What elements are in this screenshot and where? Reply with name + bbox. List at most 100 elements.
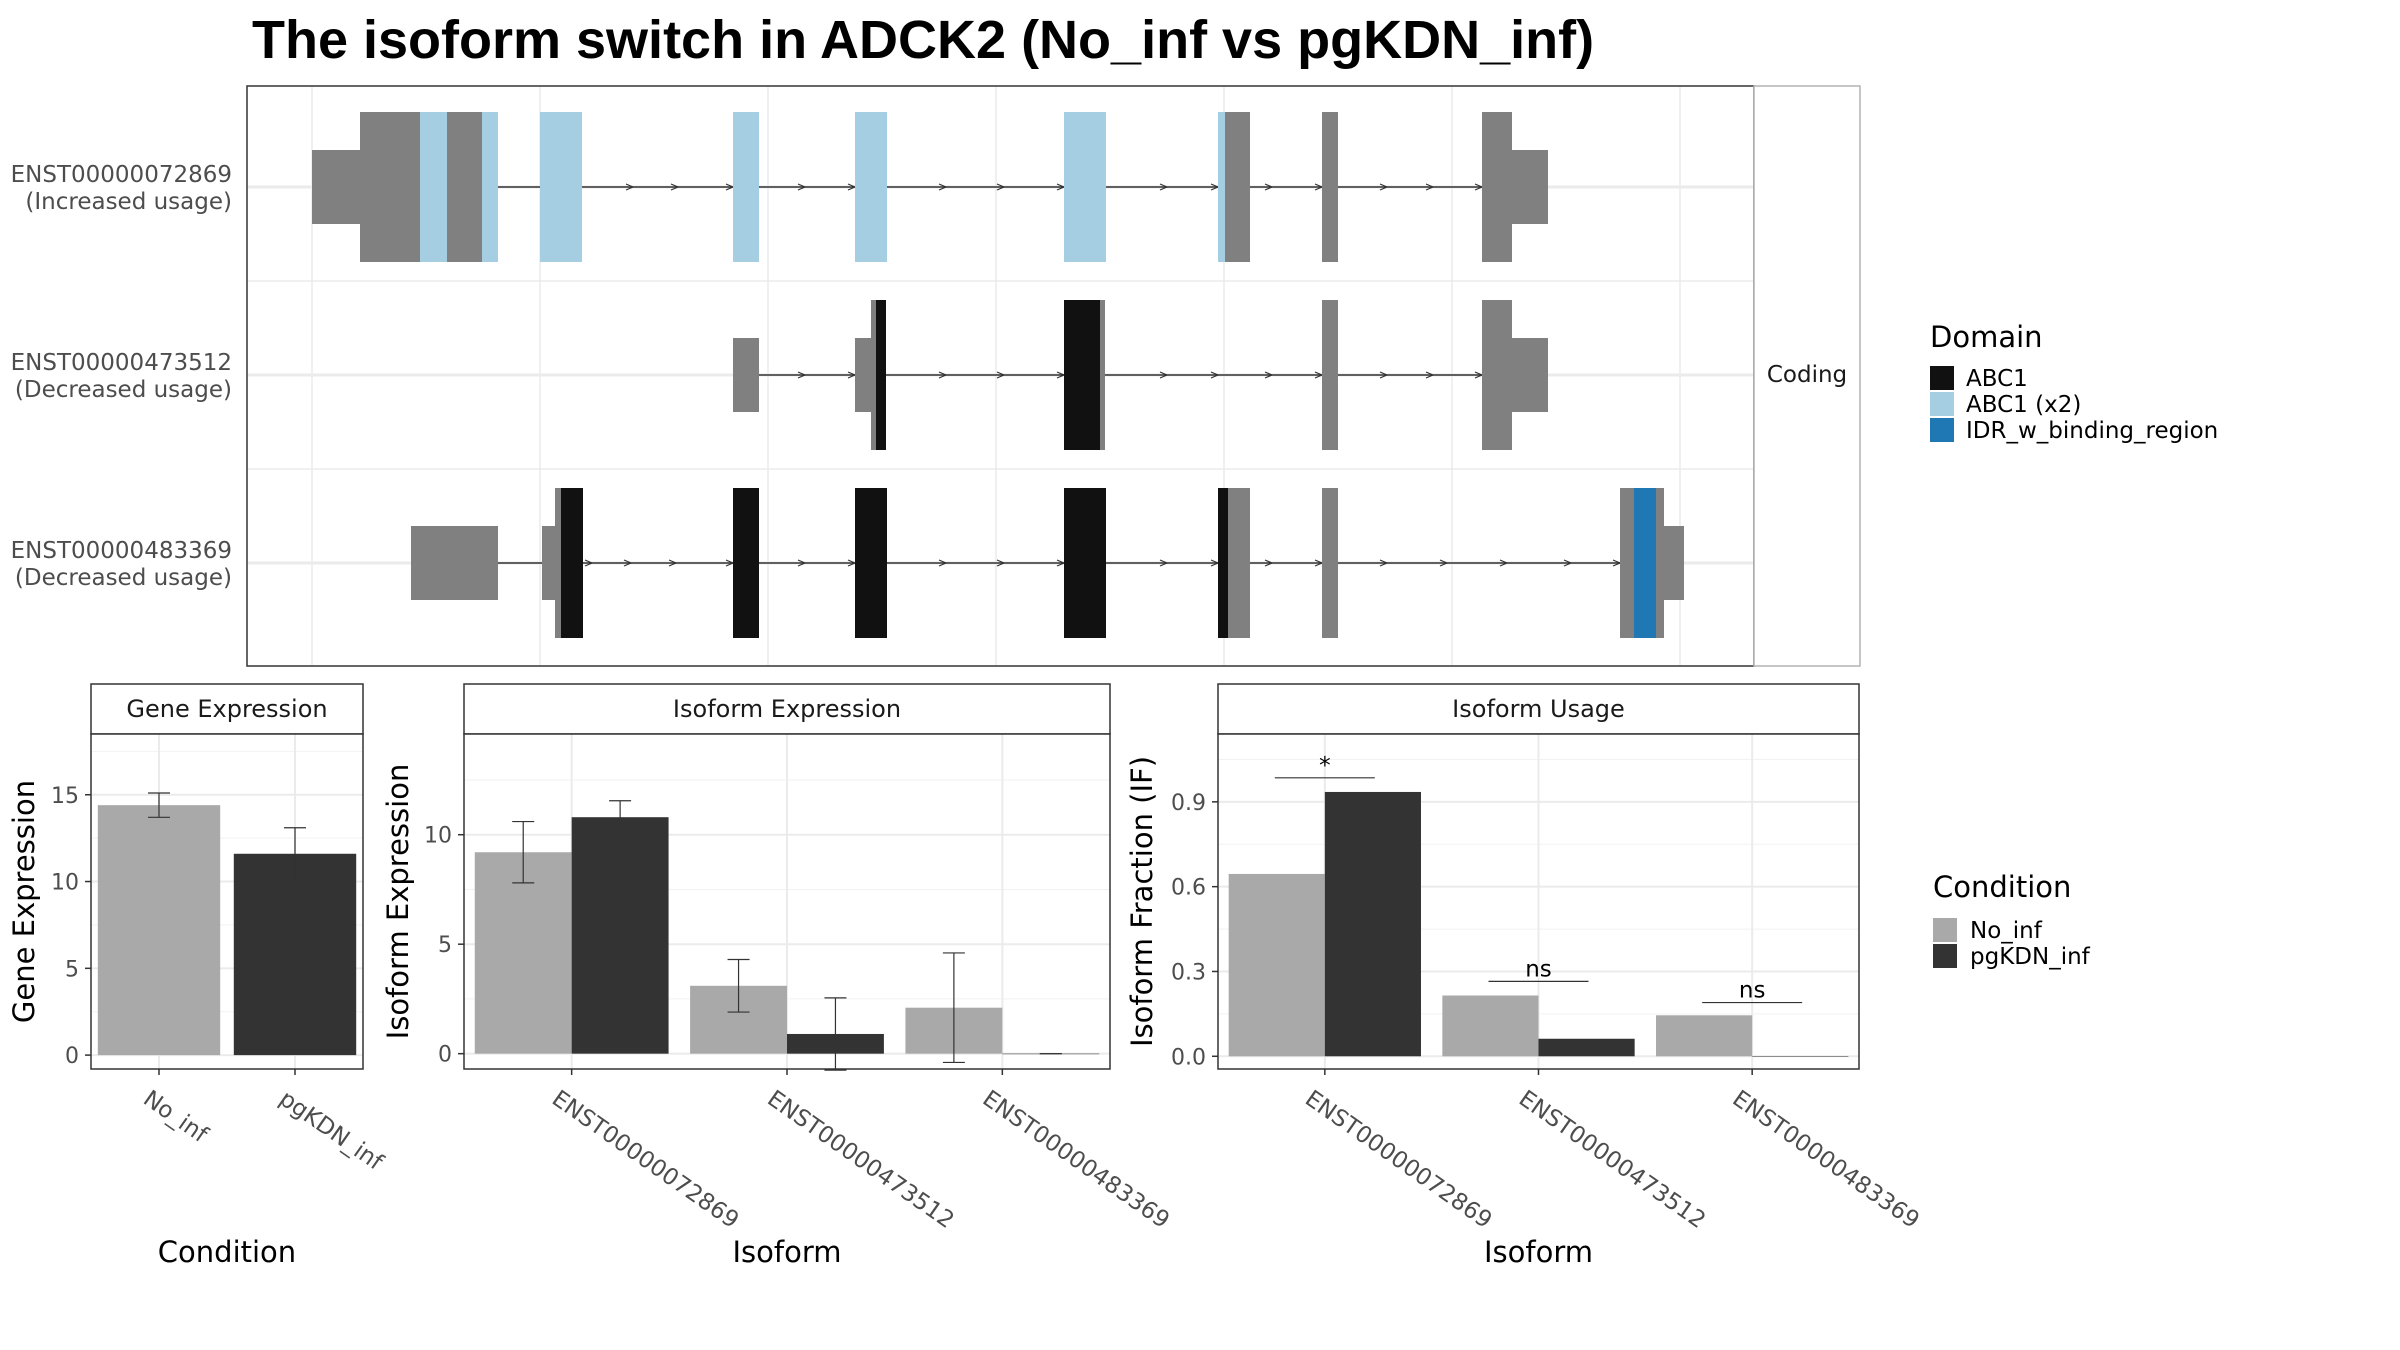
intron-direction-arrow — [996, 183, 1006, 191]
isoform-track-3 — [411, 488, 1684, 638]
exon-block — [871, 300, 876, 450]
intron-direction-arrow — [670, 183, 680, 191]
isoform-track-1 — [312, 112, 1548, 262]
y-tick-label: 0 — [65, 1044, 79, 1069]
legend-swatch-no-inf — [1933, 918, 1957, 942]
domain-legend: Domain ABC1 ABC1 (x2) IDR_w_binding_regi… — [1930, 320, 2218, 444]
y-axis-title: Isoform Fraction (IF) — [1125, 756, 1159, 1047]
isoform-label-2-usage: (Decreased usage) — [15, 377, 232, 403]
y-tick-label: 5 — [65, 957, 79, 982]
bar-no-inf — [97, 805, 221, 1056]
intron-direction-arrow — [1264, 183, 1274, 191]
facet-title: Isoform Usage — [1452, 695, 1625, 723]
significance-label: ns — [1525, 956, 1552, 982]
exon-block — [555, 488, 561, 638]
legend-label-no-inf: No_inf — [1970, 918, 2043, 944]
significance-label: ns — [1739, 978, 1766, 1004]
intron-direction-arrow — [938, 371, 948, 379]
x-tick-label: ENST00000072869 — [547, 1086, 743, 1234]
domain-block-abc1-x2 — [540, 112, 582, 262]
y-axis-title: Gene Expression — [7, 780, 41, 1023]
exon-block — [1322, 300, 1338, 450]
intron-direction-arrow — [1379, 371, 1389, 379]
facet-strip — [90, 683, 364, 735]
y-tick-label: 0.6 — [1171, 876, 1206, 901]
isoform-label-3-id: ENST00000483369 — [11, 538, 232, 564]
x-tick-label: ENST00000473512 — [762, 1086, 958, 1234]
intron-direction-arrow — [1264, 371, 1274, 379]
y-tick-label: 0.9 — [1171, 791, 1206, 816]
exon-block — [1225, 112, 1250, 262]
legend-swatch-pgkdn-inf — [1933, 944, 1957, 968]
intron-direction-arrow — [938, 559, 948, 567]
domain-block-idr — [1634, 488, 1656, 638]
intron-direction-arrow — [996, 559, 1006, 567]
y-tick-label: 5 — [438, 933, 452, 958]
intron-direction-arrow — [1499, 559, 1509, 567]
condition-legend: Condition No_inf pgKDN_inf — [1933, 870, 2091, 970]
intron-direction-arrow — [623, 559, 633, 567]
exon-block — [1656, 488, 1664, 638]
bar-enst00000473512-pgkdn-inf — [1538, 1038, 1635, 1057]
domain-legend-title: Domain — [1930, 320, 2043, 354]
y-tick-label: 10 — [424, 824, 452, 849]
domain-block-abc1 — [1064, 300, 1100, 450]
utr-block — [411, 526, 498, 600]
x-axis-title: Isoform — [732, 1235, 841, 1269]
intron-direction-arrow — [1159, 559, 1169, 567]
exon-block — [1620, 488, 1634, 638]
structure-strip — [1753, 85, 1861, 667]
exon-block — [1228, 488, 1250, 638]
bar-enst00000483369-pgkdn-inf — [1752, 1056, 1849, 1057]
legend-label-idr: IDR_w_binding_region — [1966, 418, 2218, 444]
intron-direction-arrow — [584, 559, 594, 567]
utr-block — [855, 338, 875, 412]
x-tick-label: No_inf — [138, 1086, 213, 1149]
exon-block — [1322, 488, 1338, 638]
intron-direction-arrow — [1210, 371, 1220, 379]
exon-block — [360, 112, 420, 262]
strip-label-coding: Coding — [1767, 362, 1847, 388]
bar-enst00000072869-pgkdn-inf — [571, 817, 669, 1054]
condition-legend-title: Condition — [1933, 870, 2071, 904]
figure-title: The isoform switch in ADCK2 (No_inf vs p… — [252, 10, 1594, 70]
utr-block — [1662, 526, 1684, 600]
plot-border — [90, 733, 364, 1070]
facet-strip — [1217, 683, 1860, 735]
y-tick-label: 0.0 — [1171, 1045, 1206, 1070]
legend-label-abc1-x2: ABC1 (x2) — [1966, 392, 2081, 418]
domain-block-abc1 — [876, 300, 886, 450]
exon-block — [447, 112, 482, 262]
bar-enst00000072869-pgkdn-inf — [1324, 791, 1421, 1057]
bar-enst00000072869-no-inf — [1228, 873, 1325, 1057]
domain-block-abc1-x2 — [733, 112, 759, 262]
intron-direction-arrow — [797, 371, 807, 379]
legend-label-abc1: ABC1 — [1966, 366, 2028, 392]
isoform-label-2-id: ENST00000473512 — [11, 350, 232, 376]
y-axis-title: Isoform Expression — [381, 764, 415, 1040]
facet-title: Isoform Expression — [673, 695, 901, 723]
exon-block — [1100, 300, 1105, 450]
utr-block — [1512, 338, 1548, 412]
isoform-usage-panel: Isoform Usage * ns ns 0.0 0.3 0.6 0.9 ENST000000… — [1125, 683, 1924, 1269]
x-tick-label: ENST00000072869 — [1300, 1086, 1496, 1234]
isoform-track-2 — [733, 300, 1548, 450]
y-tick-label: 10 — [51, 871, 79, 896]
x-tick-label: ENST00000483369 — [1728, 1086, 1924, 1234]
intron-direction-arrow — [797, 183, 807, 191]
y-tick-label: 0.3 — [1171, 960, 1206, 985]
x-axis-title: Isoform — [1484, 1235, 1593, 1269]
utr-block — [1512, 150, 1548, 224]
significance-label: * — [1319, 753, 1331, 779]
intron-direction-arrow — [1379, 559, 1389, 567]
x-axis-title: Condition — [158, 1235, 296, 1269]
intron-direction-arrow — [1425, 183, 1435, 191]
exon-block — [1482, 300, 1512, 450]
isoform-label-1-id: ENST00000072869 — [11, 162, 232, 188]
exon-block — [1322, 112, 1338, 262]
bar-enst00000483369-no-inf — [1656, 1015, 1753, 1057]
intron-direction-arrow — [1159, 183, 1169, 191]
utr-block — [312, 150, 362, 224]
domain-block-abc1 — [561, 488, 583, 638]
